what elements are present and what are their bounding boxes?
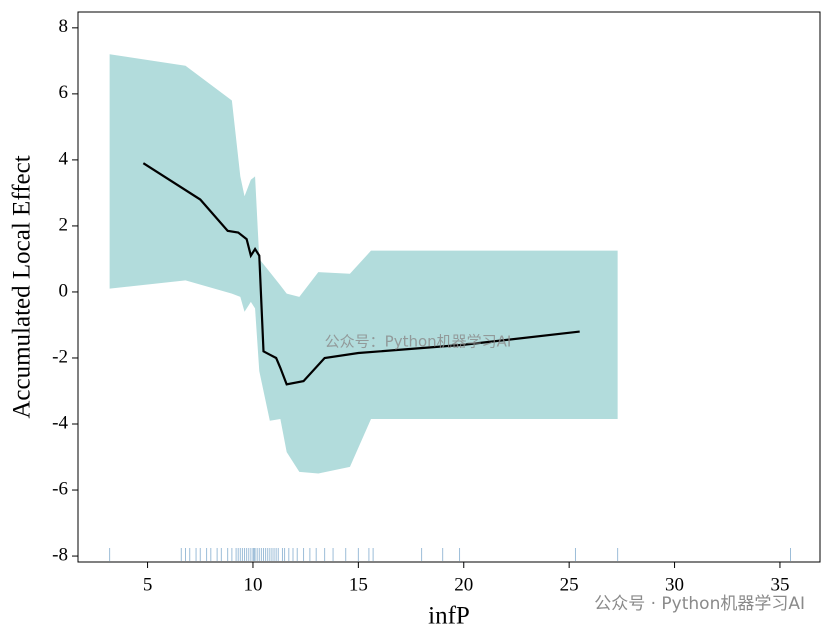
x-tick-label: 20 bbox=[454, 574, 473, 595]
y-tick-label: -2 bbox=[52, 346, 68, 367]
x-tick-label: 35 bbox=[770, 574, 789, 595]
x-tick-label: 30 bbox=[665, 574, 684, 595]
plot-frame bbox=[77, 11, 821, 563]
watermark: 公众号 · Python机器学习AI bbox=[594, 594, 805, 614]
y-axis-label: Accumulated Local Effect bbox=[9, 155, 36, 418]
x-tick-label: 25 bbox=[560, 574, 579, 595]
y-tick-label: 8 bbox=[59, 16, 69, 37]
ale-line bbox=[142, 162, 580, 386]
y-tick-label: 6 bbox=[59, 82, 69, 103]
y-tick-label: -4 bbox=[52, 412, 68, 433]
watermark: 公众号：Python机器学习AI bbox=[325, 333, 512, 351]
y-tick-label: 0 bbox=[59, 280, 69, 301]
x-tick-label: 10 bbox=[243, 574, 262, 595]
confidence-band bbox=[109, 54, 618, 474]
y-tick-label: -6 bbox=[52, 478, 68, 499]
y-tick-label: -8 bbox=[52, 544, 68, 565]
x-axis-label: infP bbox=[428, 603, 470, 630]
y-tick-label: 4 bbox=[59, 148, 69, 169]
x-tick-label: 15 bbox=[349, 574, 368, 595]
y-tick-label: 2 bbox=[59, 214, 69, 235]
x-tick-label: 5 bbox=[143, 574, 153, 595]
